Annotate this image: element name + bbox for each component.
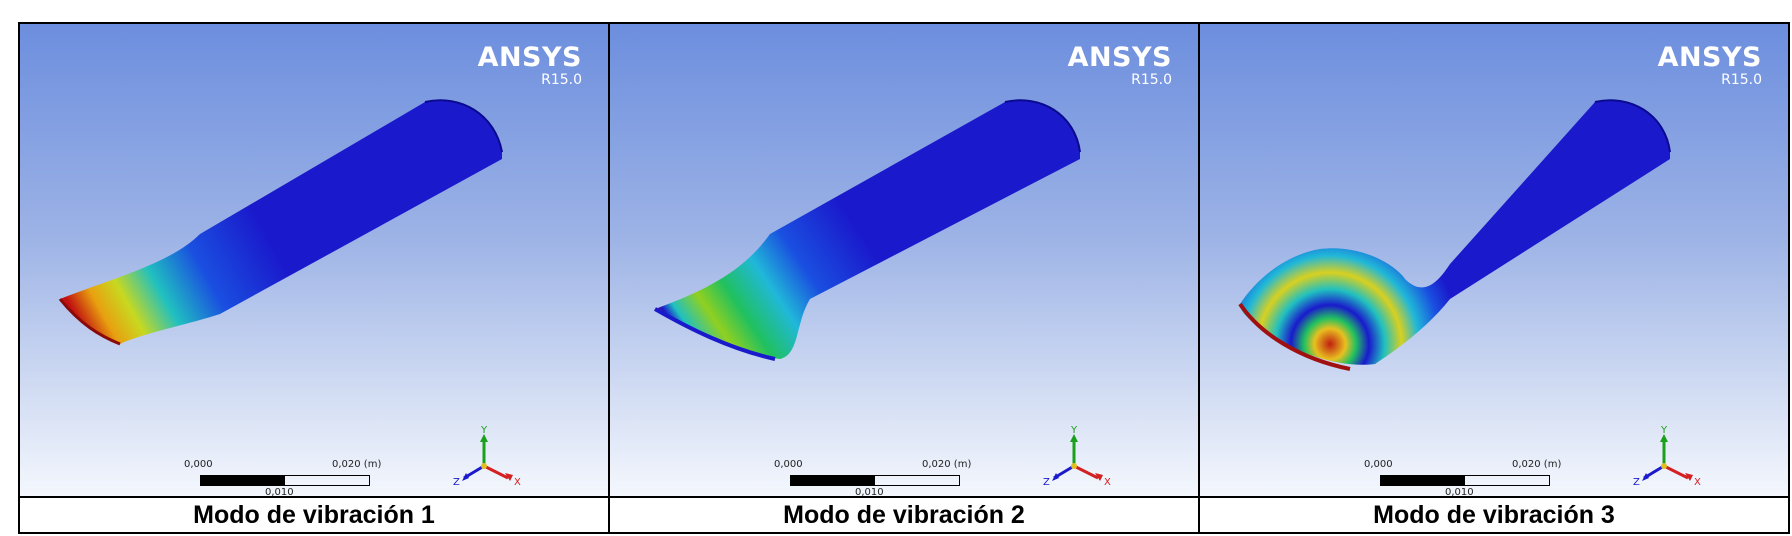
axis-x-label: X xyxy=(1104,477,1111,488)
ansys-version: R15.0 xyxy=(1721,72,1762,88)
scale-right-label: 0,020 (m) xyxy=(332,459,382,470)
panel-mode-3: ANSYS R15.0 0,000 0,020 (m) 0,010 Y X Z … xyxy=(1198,24,1788,532)
axis-z-label: Z xyxy=(1043,477,1050,488)
panel-mode-1: ANSYS R15.0 0,000 0,020 (m) 0,010 Y X Z … xyxy=(20,24,608,532)
axis-y-label: Y xyxy=(1660,426,1668,436)
blade-model-mode-2 xyxy=(654,99,1081,361)
scale-mid-label: 0,010 xyxy=(855,487,884,496)
scale-mid-label: 0,010 xyxy=(1445,487,1474,496)
ansys-viewport: ANSYS R15.0 0,000 0,020 (m) 0,010 Y X Z xyxy=(610,24,1198,496)
ansys-viewport: ANSYS R15.0 0,000 0,020 (m) 0,010 Y X Z xyxy=(20,24,608,496)
axis-y-label: Y xyxy=(480,426,488,436)
scale-right-label: 0,020 (m) xyxy=(1512,459,1562,470)
ansys-logo-text: ANSYS xyxy=(477,42,582,73)
scale-mid-label: 0,010 xyxy=(265,487,294,496)
axis-z-label: Z xyxy=(1633,477,1640,488)
ansys-version: R15.0 xyxy=(1131,72,1172,88)
axis-x-label: X xyxy=(514,477,521,488)
axis-z-label: Z xyxy=(453,477,460,488)
blade-model-mode-1 xyxy=(58,99,503,346)
ansys-logo: ANSYS R15.0 xyxy=(478,44,582,87)
axis-x-label: X xyxy=(1694,477,1701,488)
caption-mode-1: Modo de vibración 1 xyxy=(20,496,608,532)
ansys-viewport: ANSYS R15.0 0,000 0,020 (m) 0,010 Y X Z xyxy=(1200,24,1788,496)
ansys-version: R15.0 xyxy=(541,72,582,88)
scale-bar xyxy=(200,475,370,486)
scale-left-label: 0,000 xyxy=(774,459,803,470)
caption-mode-3: Modo de vibración 3 xyxy=(1200,496,1788,532)
axis-triad-icon: Y X Z xyxy=(1043,426,1111,488)
panel-mode-2: ANSYS R15.0 0,000 0,020 (m) 0,010 Y X Z … xyxy=(608,24,1198,532)
caption-mode-2: Modo de vibración 2 xyxy=(610,496,1198,532)
ansys-logo: ANSYS R15.0 xyxy=(1068,44,1172,87)
axis-triad-icon: Y X Z xyxy=(453,426,521,488)
scale-bar xyxy=(790,475,960,486)
ansys-logo: ANSYS R15.0 xyxy=(1658,44,1762,87)
axis-triad-icon: Y X Z xyxy=(1633,426,1701,488)
axis-y-label: Y xyxy=(1070,426,1078,436)
ansys-logo-text: ANSYS xyxy=(1657,42,1762,73)
blade-model-mode-3 xyxy=(1238,99,1671,371)
scale-left-label: 0,000 xyxy=(1364,459,1393,470)
figure-table: ANSYS R15.0 0,000 0,020 (m) 0,010 Y X Z … xyxy=(18,22,1790,534)
ansys-logo-text: ANSYS xyxy=(1067,42,1172,73)
scale-right-label: 0,020 (m) xyxy=(922,459,972,470)
scale-left-label: 0,000 xyxy=(184,459,213,470)
scale-bar xyxy=(1380,475,1550,486)
